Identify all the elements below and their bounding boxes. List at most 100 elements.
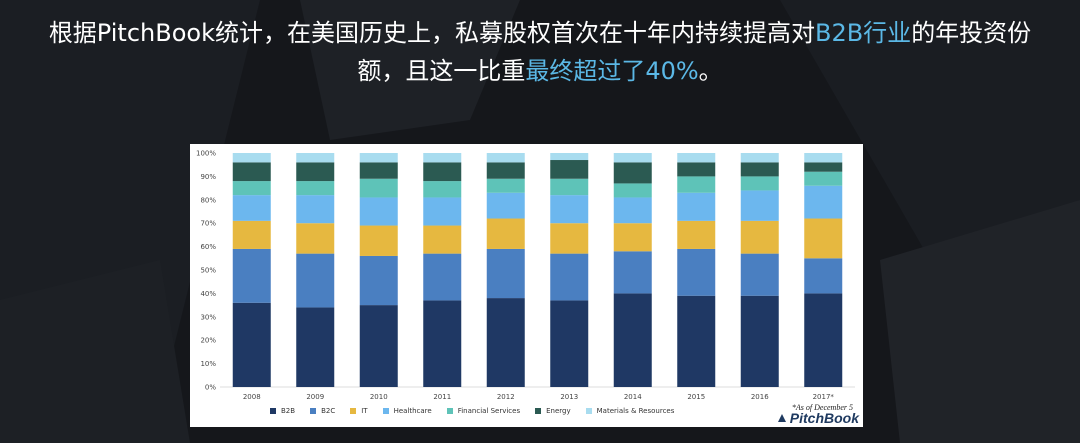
- bar-segment-b2c: [804, 258, 843, 294]
- bar-segment-b2b: [232, 302, 271, 387]
- bar-segment-it: [423, 225, 462, 254]
- brand-name: PitchBook: [789, 410, 859, 426]
- bar-segment-b2c: [486, 248, 525, 299]
- y-tick-label: 90%: [200, 173, 216, 181]
- headline-highlight-b2b: B2B行业: [814, 19, 912, 47]
- bar-segment-materials-resources: [423, 153, 462, 163]
- bar-segment-b2b: [486, 298, 525, 387]
- x-tick-label: 2016: [751, 393, 769, 401]
- x-tick-label: 2008: [243, 393, 261, 401]
- bar-segment-b2b: [613, 293, 652, 387]
- bar-segment-b2b: [423, 300, 462, 387]
- bar-segment-materials-resources: [677, 153, 716, 163]
- bar-segment-it: [359, 225, 398, 256]
- bar-segment-energy: [296, 162, 335, 182]
- legend-item: B2C: [310, 407, 335, 415]
- bar-segment-healthcare: [613, 197, 652, 224]
- bar-segment-financial-services: [550, 178, 589, 196]
- chart-card: 0% 10% 20% 30% 40% 50% 60% 70% 80% 90% 100% 2008 200…: [190, 144, 863, 427]
- headline-text: 额，且这一比重: [357, 57, 526, 85]
- bar-segment-b2b: [677, 295, 716, 387]
- y-tick-label: 70%: [200, 220, 216, 228]
- legend-swatch: [382, 408, 389, 414]
- bar-segment-materials-resources: [232, 153, 271, 163]
- bar-segment-materials-resources: [740, 153, 779, 163]
- legend-item: B2B: [270, 407, 295, 415]
- bar-segment-b2c: [232, 248, 271, 303]
- bar-segment-b2c: [613, 251, 652, 294]
- bar-segment-it: [677, 220, 716, 249]
- bar-segment-b2c: [677, 248, 716, 296]
- bar-segment-healthcare: [677, 192, 716, 221]
- bar-segment-financial-services: [423, 181, 462, 198]
- bar-segment-it: [804, 218, 843, 259]
- bar-segment-b2c: [296, 253, 335, 308]
- bar-segment-materials-resources: [296, 153, 335, 163]
- headline-text: 。: [698, 57, 723, 85]
- pitchbook-logo: PitchBook: [776, 410, 859, 426]
- legend-label: Energy: [546, 407, 571, 415]
- legend-swatch: [350, 408, 357, 414]
- bar-segment-healthcare: [486, 192, 525, 219]
- bar-segment-it: [550, 223, 589, 254]
- headline-line-2: 额，且这一比重最终超过了40%。: [0, 52, 1080, 90]
- bar-segment-b2c: [550, 253, 589, 301]
- x-tick-label: 2013: [560, 393, 578, 401]
- y-tick-label: 80%: [200, 196, 216, 204]
- headline: 根据PitchBook统计，在美国历史上，私募股权首次在十年内持续提高对B2B行…: [0, 14, 1080, 90]
- bar-segment-b2c: [740, 253, 779, 296]
- y-tick-label: 0%: [205, 384, 216, 392]
- bar-segment-it: [232, 220, 271, 249]
- bar-segment-materials-resources: [486, 153, 525, 163]
- bar-segment-b2b: [804, 293, 843, 387]
- bar-segment-healthcare: [804, 185, 843, 219]
- y-tick-label: 50%: [200, 267, 216, 275]
- legend-swatch: [310, 408, 317, 414]
- pitchbook-mark-icon: [777, 414, 786, 422]
- bar-segment-financial-services: [296, 181, 335, 196]
- bar-segment-b2b: [359, 305, 398, 387]
- x-tick-label: 2010: [370, 393, 388, 401]
- bar-segment-energy: [740, 162, 779, 177]
- bar-segment-it: [486, 218, 525, 249]
- bar-segment-it: [613, 223, 652, 252]
- stacked-bar-chart: 0% 10% 20% 30% 40% 50% 60% 70% 80% 90% 100% 2008 200…: [196, 150, 855, 401]
- y-tick-label: 30%: [200, 313, 216, 321]
- bar-segment-healthcare: [740, 190, 779, 221]
- legend-label: Healthcare: [393, 407, 432, 415]
- bar-segment-it: [740, 220, 779, 254]
- x-tick-label: 2017*: [813, 393, 835, 401]
- chart-legend: B2B B2C IT Healthcare Financial Services Ener…: [270, 404, 689, 418]
- date-note: *As of December 5: [791, 403, 853, 412]
- bar-segment-materials-resources: [804, 153, 843, 163]
- legend-label: Financial Services: [457, 407, 521, 415]
- bar-segment-financial-services: [232, 181, 271, 196]
- headline-text: 根据PitchBook统计，在美国历史上，私募股权首次在十年内持续提高对: [48, 19, 815, 47]
- headline-text: 的年投资份: [911, 19, 1032, 47]
- y-tick-label: 60%: [200, 243, 216, 251]
- bar-segment-energy: [677, 162, 716, 177]
- bar-segment-energy: [613, 162, 652, 184]
- legend-swatch: [535, 408, 542, 414]
- bar-segment-financial-services: [613, 183, 652, 198]
- x-tick-label: 2011: [433, 393, 451, 401]
- legend-item: Materials & Resources: [585, 407, 674, 415]
- legend-swatch: [446, 408, 453, 414]
- bar-segment-b2c: [359, 255, 398, 306]
- legend-item: Financial Services: [446, 407, 521, 415]
- bar-segment-financial-services: [677, 176, 716, 193]
- legend-item: Energy: [535, 407, 571, 415]
- bar-segment-financial-services: [486, 178, 525, 193]
- x-tick-label: 2015: [687, 393, 705, 401]
- bar-segment-healthcare: [359, 197, 398, 226]
- legend-label: IT: [361, 407, 368, 415]
- bar-segment-b2b: [550, 300, 589, 387]
- bar-segment-b2b: [296, 307, 335, 387]
- y-tick-label: 40%: [200, 290, 216, 298]
- legend-item: Healthcare: [382, 407, 432, 415]
- legend-swatch: [585, 408, 592, 414]
- y-tick-label: 20%: [200, 337, 216, 345]
- legend-swatch: [270, 408, 276, 414]
- x-tick-label: 2012: [497, 393, 515, 401]
- bar-segment-healthcare: [423, 197, 462, 226]
